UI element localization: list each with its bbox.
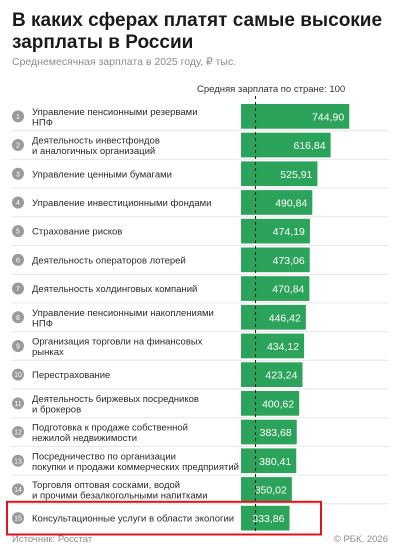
category-label-8: Управление пенсионными накоплениями НПФ <box>32 308 214 330</box>
rank-number-10: 10 <box>14 372 22 379</box>
rank-number-9: 9 <box>16 343 20 350</box>
category-label-line: Управление пенсионными резервами <box>32 107 198 118</box>
category-label-5: Страхование рисков <box>32 227 122 238</box>
rank-badge <box>12 454 24 467</box>
rank-badge <box>12 512 24 525</box>
bar-14 <box>241 477 292 502</box>
copyright-note: © РБК, 2026 <box>333 534 388 545</box>
bar-8 <box>241 304 306 330</box>
rank-number-14: 14 <box>14 487 22 494</box>
bar-13 <box>241 448 297 474</box>
category-label-line: Деятельность инвестфондов <box>32 136 160 147</box>
rank-badge <box>12 253 24 266</box>
category-label-13: Посредничество по организации покупки и п… <box>32 451 239 473</box>
value-label-9: 434,12 <box>267 341 299 353</box>
category-label-14: Торговля оптовая сосками, водой и прочими… <box>32 480 208 502</box>
category-label-line: Посредничество по организации <box>32 451 176 462</box>
rank-badge <box>12 311 24 324</box>
category-label-line: Торговля оптовая сосками, водой <box>32 480 180 491</box>
category-label-9: Организация торговли на финансовых рынках <box>32 336 203 358</box>
category-label-1: Управление пенсионными резервами НПФ <box>32 107 198 129</box>
category-label-line: рынках <box>32 347 64 358</box>
bar-9 <box>241 333 305 359</box>
bar-7 <box>241 276 310 301</box>
category-label-4: Управление инвестиционными фондами <box>32 198 211 209</box>
value-label-3: 525,91 <box>280 169 312 181</box>
value-label-4: 490,84 <box>275 197 307 209</box>
rank-number-12: 12 <box>14 430 22 437</box>
value-label-2: 616,84 <box>294 140 326 152</box>
category-label-line: нежилой недвижимости <box>32 433 137 444</box>
bar-4 <box>241 190 313 215</box>
value-label-1: 744,90 <box>312 111 344 123</box>
category-label-12: Подготовка к продаже собственной нежилой … <box>32 423 188 445</box>
category-label-line: и брокеров <box>32 404 81 415</box>
reference-line-label: Средняя зарплата по стране: 100 <box>197 84 346 95</box>
rank-badge <box>12 282 24 295</box>
rank-number-4: 4 <box>16 200 20 207</box>
value-label-15: 333,86 <box>252 513 284 525</box>
rank-number-5: 5 <box>16 229 20 236</box>
rank-number-13: 13 <box>14 458 22 465</box>
category-label-7: Деятельность холдинговых компаний <box>32 284 197 295</box>
highlight-box <box>6 500 322 536</box>
rank-number-2: 2 <box>16 143 20 150</box>
category-label-3: Управление ценными бумагами <box>32 169 172 180</box>
value-label-12: 383,68 <box>260 427 292 439</box>
rank-badge <box>12 110 24 123</box>
category-label-line: Деятельность биржевых посредников <box>32 394 199 405</box>
value-label-10: 423,24 <box>265 370 297 382</box>
category-label-11: Деятельность биржевых посредников и броке… <box>32 394 199 416</box>
category-label-line: НПФ <box>32 318 53 329</box>
rank-badge <box>12 368 24 381</box>
bar-12 <box>241 419 297 445</box>
bar-5 <box>241 218 310 244</box>
bar-6 <box>241 247 310 273</box>
rank-number-1: 1 <box>16 114 20 121</box>
value-label-7: 470,84 <box>272 284 304 296</box>
bar-11 <box>241 391 300 416</box>
value-label-14: 350,02 <box>255 484 287 496</box>
bar-3 <box>241 161 318 187</box>
rank-number-6: 6 <box>16 257 20 264</box>
rank-number-3: 3 <box>16 171 20 178</box>
source-note: Источник: Росстат <box>12 534 93 545</box>
rank-badge <box>12 196 24 209</box>
category-label-line: и прочими безалкогольными напитками <box>32 490 208 501</box>
category-label-10: Перестрахование <box>32 370 110 381</box>
bar-1 <box>241 104 350 129</box>
rank-number-8: 8 <box>16 315 20 322</box>
category-label-line: Организация торговли на финансовых <box>32 336 203 347</box>
category-label-line: и аналогичных организаций <box>32 146 155 157</box>
rank-badge <box>12 139 24 152</box>
category-label-line: НПФ <box>32 117 53 128</box>
value-label-13: 380,41 <box>259 456 291 468</box>
value-label-11: 400,62 <box>262 398 294 410</box>
category-label-15: Консультационные услуги в области эколог… <box>32 514 234 525</box>
category-label-line: Управление пенсионными накоплениями <box>32 308 214 319</box>
value-label-5: 474,19 <box>273 226 305 238</box>
chart-subtitle: Среднемесячная зарплата в 2025 году, ₽ т… <box>12 56 237 68</box>
rank-badge <box>12 225 24 238</box>
category-label-6: Деятельность операторов лотерей <box>32 255 186 266</box>
rank-number-15: 15 <box>14 516 22 523</box>
rank-badge <box>12 397 24 410</box>
rank-number-11: 11 <box>14 401 21 408</box>
value-label-8: 446,42 <box>269 312 301 324</box>
rank-badge <box>12 483 24 496</box>
category-label-2: Деятельность инвестфондов и аналогичных о… <box>32 136 160 158</box>
category-label-line: покупки и продажи коммерческих предприят… <box>32 462 239 473</box>
chart-title: В каких сферах платят самые высокие зарп… <box>12 10 383 53</box>
rank-badge <box>12 167 24 180</box>
bar-10 <box>241 362 303 387</box>
rank-badge <box>12 426 24 439</box>
rank-number-7: 7 <box>16 286 20 293</box>
value-label-6: 473,06 <box>273 255 305 267</box>
bar-15 <box>241 505 290 531</box>
rank-badge <box>12 339 24 352</box>
category-label-line: Подготовка к продаже собственной <box>32 423 188 434</box>
